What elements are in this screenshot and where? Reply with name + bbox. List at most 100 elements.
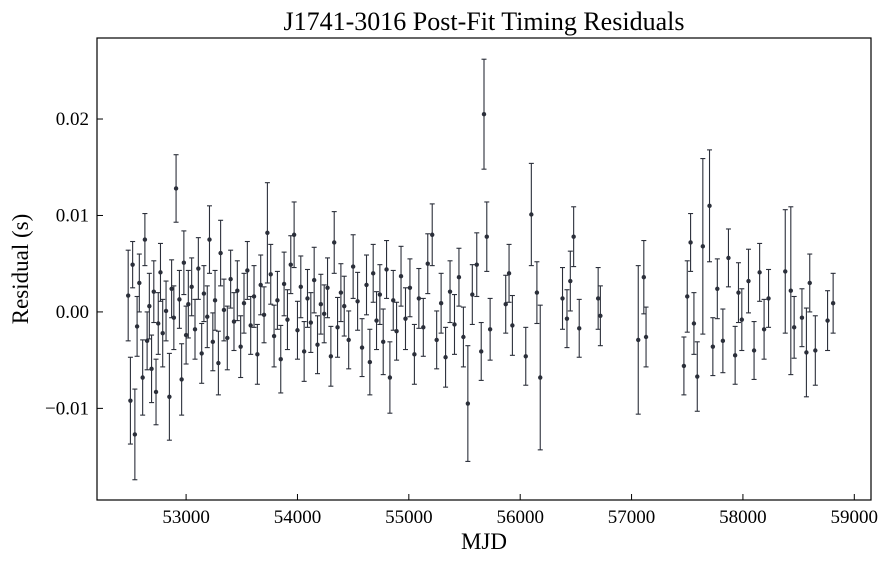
plot-frame [96,37,872,501]
data-point [181,260,187,265]
data-point [151,289,156,294]
data-point [461,334,466,340]
data-point [137,280,142,286]
data-point [308,320,314,325]
data-point [183,332,189,338]
data-point [757,270,762,275]
data-point [245,268,250,273]
data-point [255,352,260,357]
data-point [470,292,475,297]
y-axis: −0.01 0.00 0.01 0.02 [45,109,103,419]
data-point [212,298,218,303]
plot-area [96,37,872,501]
data-point [216,360,221,366]
data-point [332,240,337,245]
data-point [707,203,712,209]
data-point [685,294,690,299]
data-point [510,323,515,328]
data-point [739,317,745,322]
data-point [158,270,163,275]
data-point [370,271,376,276]
data-point [438,301,444,306]
data-point [825,318,830,323]
data-point [766,296,771,301]
data-point [503,302,508,307]
data-point [367,359,373,365]
data-point [199,351,204,356]
data-point [710,344,716,349]
data-point [265,230,270,236]
data-point [529,212,534,217]
data-point [288,262,293,267]
data-point [261,312,267,318]
data-point [456,274,462,280]
data-point [534,290,540,295]
data-point [251,294,257,299]
data-point [238,344,243,349]
data-point [384,267,389,272]
y-tick-label: 0.02 [56,109,89,130]
data-point [248,323,253,328]
data-point [278,356,283,362]
data-point [595,296,601,301]
data-point [688,240,693,245]
y-axis-label: Residual (s) [8,214,33,325]
data-point [160,330,165,336]
data-point [481,111,487,117]
x-axis: 53000 54000 55000 56000 57000 58000 59000 [162,494,878,528]
data-point [134,324,140,329]
data-point [169,286,174,291]
x-tick-label: 59000 [831,507,879,528]
data-point [295,328,300,333]
data-point [571,234,576,239]
data-point [335,325,340,330]
data-point [465,401,471,406]
data-point [305,296,310,301]
data-point [167,394,172,399]
data-point [218,250,223,256]
data-point [487,327,493,332]
data-point [364,282,369,288]
data-point [398,274,404,279]
data-point [179,377,184,382]
data-point [394,329,399,334]
data-point [142,237,148,242]
data-point [830,301,836,306]
data-point [125,293,131,298]
data-point [434,337,439,343]
x-axis-label: MJD [461,529,507,554]
data-point [374,318,379,323]
data-points [125,111,836,437]
x-tick-label: 57000 [608,507,656,528]
data-point [321,311,327,317]
data-point [210,339,216,345]
x-tick-label: 54000 [274,507,322,528]
data-point [715,286,720,291]
data-point [271,333,277,339]
data-point [328,354,334,359]
data-point [298,284,304,290]
x-tick-label: 55000 [385,507,433,528]
data-point [736,290,741,295]
data-point [207,237,212,242]
data-point [235,288,240,293]
data-point [387,375,393,380]
data-point [391,298,396,303]
data-point [751,348,757,353]
data-point [231,319,237,324]
data-point [325,285,330,291]
data-point [726,255,731,261]
data-point [225,335,230,341]
data-point [538,375,543,380]
data-point [732,353,738,358]
data-point [443,355,448,360]
data-point [156,321,161,326]
data-point [681,363,687,369]
data-point [641,274,647,280]
data-point [799,315,805,320]
data-point [746,278,751,284]
data-point [291,232,297,237]
data-point [407,285,413,291]
data-point [791,325,797,330]
data-point [691,321,697,326]
